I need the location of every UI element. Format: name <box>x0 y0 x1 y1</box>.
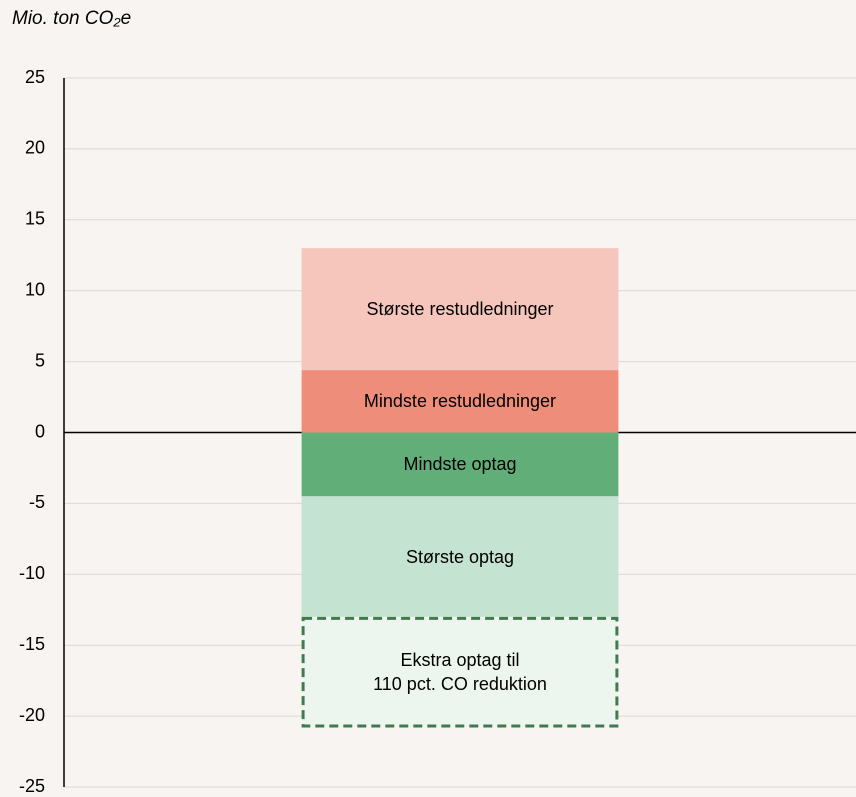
segment-label: Største restudledninger <box>366 299 554 320</box>
segment-label: Ekstra optag til 110 pct. CO reduktion <box>373 650 547 695</box>
bar-segment <box>301 432 619 497</box>
segment-label: Mindste restudledninger <box>363 391 557 412</box>
y-tick-label: 15 <box>25 209 45 229</box>
bar-segment <box>301 370 619 433</box>
segment-label: Mindste optag <box>403 454 517 475</box>
bar-segment <box>301 248 619 371</box>
y-tick-label: 10 <box>25 279 45 299</box>
y-axis-label: Mio. ton CO₂e <box>12 8 132 29</box>
y-tick-label: 0 <box>35 421 45 441</box>
bar-segment <box>301 616 619 728</box>
y-tick-label: -20 <box>19 705 45 725</box>
y-tick-label: 5 <box>35 350 45 370</box>
segment-label: Største optag <box>405 546 515 567</box>
y-tick-label: -10 <box>19 563 45 583</box>
bar-segment <box>301 496 619 617</box>
y-tick-label: -5 <box>29 492 45 512</box>
y-tick-label: -15 <box>19 634 45 654</box>
y-tick-label: 25 <box>25 67 45 87</box>
y-tick-label: 20 <box>25 138 45 158</box>
y-tick-label: -25 <box>19 776 45 796</box>
